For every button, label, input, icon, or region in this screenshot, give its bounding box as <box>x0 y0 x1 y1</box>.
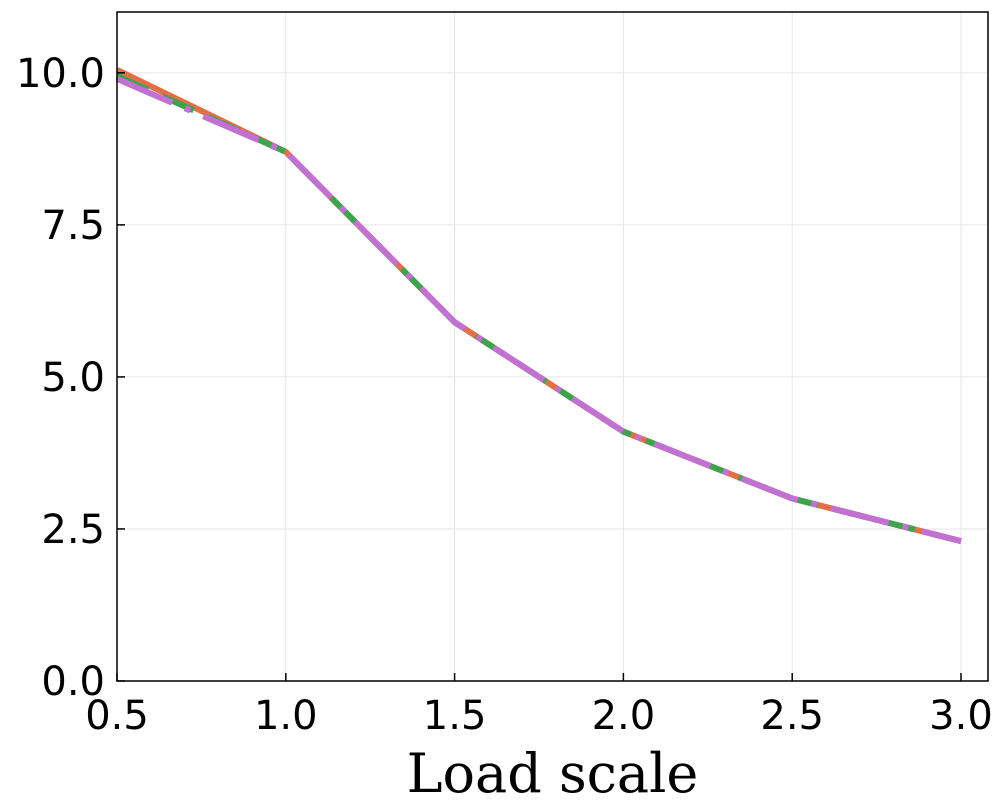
y-tick-label: 5.0 <box>41 355 105 401</box>
series-line-3 <box>115 76 962 545</box>
x-tick-label: 0.5 <box>85 693 149 739</box>
series-layer <box>115 67 962 545</box>
x-tick-label: 2.0 <box>592 693 656 739</box>
x-tick-label: 1.0 <box>254 693 318 739</box>
x-tick-label: 1.5 <box>423 693 487 739</box>
x-axis-title: Load scale <box>407 742 699 800</box>
y-tick-label: 0.0 <box>41 659 105 705</box>
series-line-1 <box>115 67 962 545</box>
series-line-2 <box>115 73 962 545</box>
x-tick-label: 2.5 <box>760 693 824 739</box>
y-tick-label: 10.0 <box>16 51 105 97</box>
y-tick-label: 7.5 <box>41 203 105 249</box>
y-tick-label: 2.5 <box>41 507 105 553</box>
x-tick-label: 3.0 <box>929 693 993 739</box>
ticks: 0.5 1.0 1.5 2.0 2.5 3.0 0.0 2.5 5.0 7.5 10.0 <box>16 51 993 739</box>
plot-frame <box>116 11 989 682</box>
grid <box>116 12 988 682</box>
